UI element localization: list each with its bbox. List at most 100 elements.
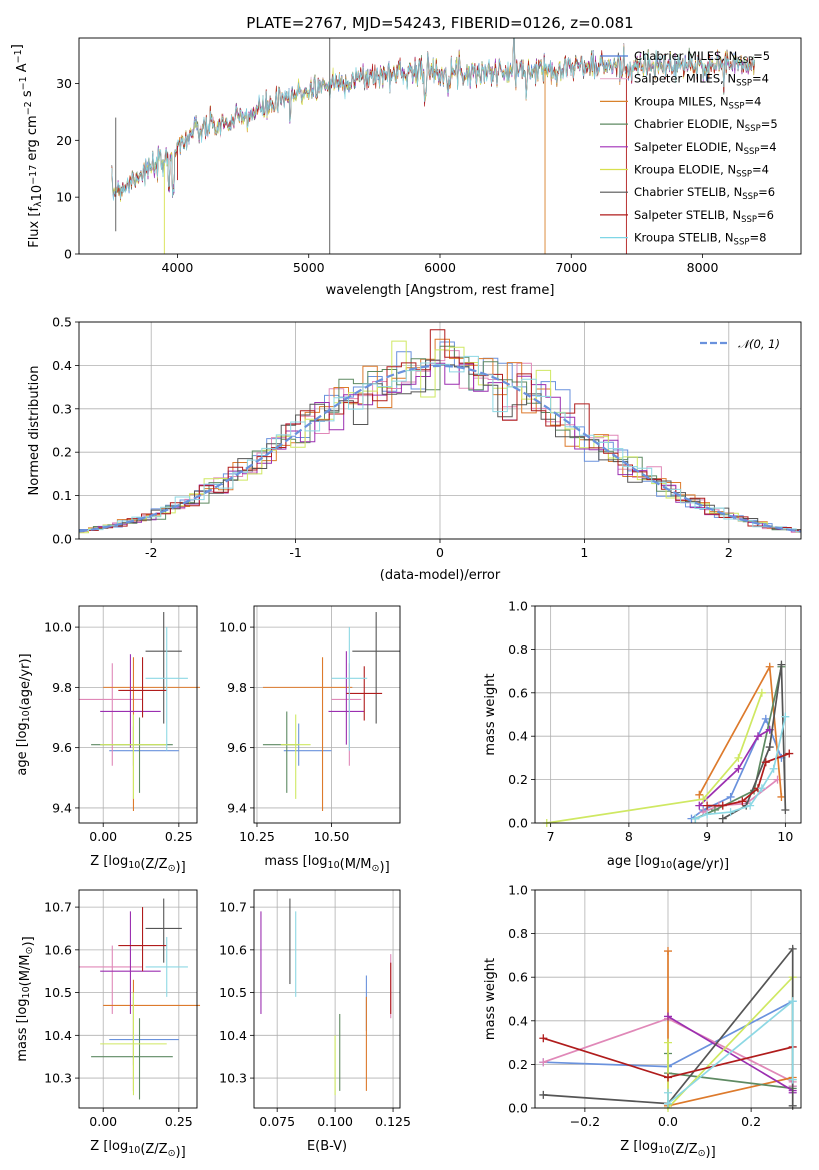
weights-7-series xyxy=(539,944,797,1112)
spectrum-ylabel-part: ] xyxy=(10,44,25,49)
errpanel-3-xlabel-sub: 10 xyxy=(328,860,340,871)
residuals-xlabel: (data-model)/error xyxy=(380,568,501,583)
legend-entry-n: =5 xyxy=(761,117,778,131)
spectrum-ytick-label: 10 xyxy=(56,190,72,205)
errpanel-3-xlabel: mass [log10(M/M⊙)] xyxy=(264,854,389,875)
errpanel-3-ytick-label: 10.0 xyxy=(219,620,247,635)
errpanel-5-ylabel-part: mass [log xyxy=(15,998,30,1061)
spectrum-xtick-label: 8000 xyxy=(687,260,719,275)
errpanel-5-ytick-label: 10.7 xyxy=(44,900,72,915)
legend-entry-n: =4 xyxy=(744,94,761,108)
errpanel-6-ytick-label: 10.4 xyxy=(219,1028,247,1043)
errpanel-6-xlabel-part: E(B-V) xyxy=(307,1139,347,1154)
weights-4-marker-5 xyxy=(699,795,708,804)
weights-7-marker-7 xyxy=(664,1073,672,1082)
errpanel-2-ylabel: age [log10(age/yr)] xyxy=(15,653,33,775)
legend-entry-7: Salpeter STELIB, NSSP=6 xyxy=(634,208,774,225)
weights-7-ytick-label: 0.8 xyxy=(508,926,528,941)
weights-4-xlabel-sub: 10 xyxy=(660,860,672,871)
legend-entry-3: Chabrier ELODIE, NSSP=5 xyxy=(634,117,778,134)
legend-entry-name: Chabrier MILES, N xyxy=(634,49,737,63)
weights-4-xtick-label: 8 xyxy=(625,829,633,844)
errpanel-6-xlabel: E(B-V) xyxy=(307,1139,347,1154)
spectrum-ytick-label: 20 xyxy=(56,133,72,148)
errpanel-5-xtick-label: 0.00 xyxy=(89,1114,117,1129)
residuals-ytick-label: 0.5 xyxy=(52,315,72,330)
weights-7-marker-6 xyxy=(539,1090,548,1099)
legend-entry-5: Kroupa ELODIE, NSSP=4 xyxy=(634,163,769,180)
errpanel-3-ytick-label: 9.8 xyxy=(227,680,247,695)
weights-7-marker-5 xyxy=(664,1038,672,1047)
errpanel-5-xtick-label: 0.25 xyxy=(165,1114,193,1129)
weights-4-marker-7 xyxy=(785,749,794,758)
weights-4-marker-6 xyxy=(777,660,786,669)
weights-4-ytick-label: 0.4 xyxy=(508,729,528,744)
weights-4-marker-2 xyxy=(777,792,786,801)
errpanel-5-ticks: 0.00 0.25 10.3 10.4 10.5 10.6 10.7 xyxy=(44,890,197,1129)
legend-entry-n: =4 xyxy=(752,163,769,177)
errpanel-2-xlabel-part: Z [log xyxy=(90,854,128,869)
weights-7-marker-1 xyxy=(539,1058,548,1067)
weights-7-xlabel-part: )] xyxy=(706,1145,716,1160)
errpanel-6-ytick-label: 10.3 xyxy=(219,1071,247,1086)
spectrum-series-8 xyxy=(111,38,755,201)
weights-7-line-3 xyxy=(667,1053,793,1090)
legend-entry-n: =5 xyxy=(753,49,770,63)
weights-4-ylabel: mass weight xyxy=(483,673,498,755)
errpanel-5-ylabel: mass [log10(M/M⊙)] xyxy=(15,936,36,1061)
errpanel-3-xlabel-part: )] xyxy=(380,860,390,875)
weights-7-marker-7 xyxy=(539,1034,548,1043)
residuals-legend-label: 𝒩(0, 1) xyxy=(738,337,780,351)
weights-7-ytick-label: 0.4 xyxy=(508,1013,528,1028)
weights-4-line-4 xyxy=(698,728,771,807)
legend-entry-name: Kroupa ELODIE, N xyxy=(634,163,736,177)
legend-entry-4: Salpeter ELODIE, NSSP=4 xyxy=(634,140,777,157)
weights-4-marker-8 xyxy=(746,801,755,810)
weights-7-xtick-label: 0.2 xyxy=(741,1114,761,1129)
weights-4-ytick-label: 0.0 xyxy=(508,816,528,831)
weights-4-xlabel-part: (age/yr)] xyxy=(672,857,729,872)
weights-7-ylabel: mass weight xyxy=(483,958,498,1040)
weights-4-marker-7 xyxy=(718,801,727,810)
errpanel-3-ticks: 10.25 10.50 9.4 9.6 9.8 10.0 xyxy=(219,606,400,844)
weights-4-marker-6 xyxy=(765,743,774,752)
errpanel-5-xlabel-part: Z [log xyxy=(90,1139,128,1154)
weights-7-ytick-label: 1.0 xyxy=(508,883,528,898)
weights-7-marker-8 xyxy=(664,1088,672,1097)
errpanel-2-xlabel-part: )] xyxy=(176,860,186,875)
weights-4-xtick-label: 7 xyxy=(547,829,555,844)
errpanel-5-xlabel: Z [log10(Z/Z⊙)] xyxy=(90,1139,185,1160)
weights-4-marker-0 xyxy=(761,714,770,723)
spectrum-ylabel-sup: −17 xyxy=(28,165,39,185)
legend-entry-n: =4 xyxy=(752,72,769,86)
weights-7-marker-8 xyxy=(664,1099,672,1108)
legend-entry-sub: SSP xyxy=(736,79,752,89)
weights-4-marker-6 xyxy=(718,814,727,823)
weights-4-line-3 xyxy=(695,666,783,820)
legend-entry-6: Chabrier STELIB, NSSP=6 xyxy=(634,185,775,202)
weights-4-marker-8 xyxy=(691,814,700,823)
legend-entry-sub: SSP xyxy=(736,170,752,180)
spectrum-ylabel-part: s xyxy=(20,90,35,101)
errpanel-5-ytick-label: 10.4 xyxy=(44,1028,72,1043)
errpanel-2-ytick-label: 9.4 xyxy=(52,800,72,815)
errpanel-5-points xyxy=(79,898,201,1100)
errpanel-5-xlabel-sub: 10 xyxy=(128,1145,140,1156)
errpanel-5-frame xyxy=(78,889,198,1109)
errpanel-5-xlabel-part: )] xyxy=(176,1145,186,1160)
residuals-hist-4 xyxy=(79,362,801,533)
weights-4-marker-2 xyxy=(695,790,704,799)
weights-4-ytick-label: 0.2 xyxy=(508,772,528,787)
weights-7-xlabel-sub: 10 xyxy=(658,1145,670,1156)
weights-4-marker-8 xyxy=(757,784,766,793)
errpanel-6-ytick-label: 10.7 xyxy=(219,900,247,915)
weights-4-series xyxy=(542,660,794,827)
legend-entry-sub: SSP xyxy=(742,192,758,202)
residuals-hist-7 xyxy=(79,329,801,532)
residuals-hist-1 xyxy=(79,350,801,533)
weights-7-ytick-label: 0.0 xyxy=(508,1101,528,1116)
weights-4-marker-0 xyxy=(726,792,735,801)
weights-7-marker-8 xyxy=(788,1075,797,1084)
errpanel-6-ticks: 0.075 0.100 0.125 10.3 10.4 10.5 10.6 10.7 xyxy=(219,890,411,1129)
errpanel-3-xtick-label: 10.50 xyxy=(314,829,350,844)
